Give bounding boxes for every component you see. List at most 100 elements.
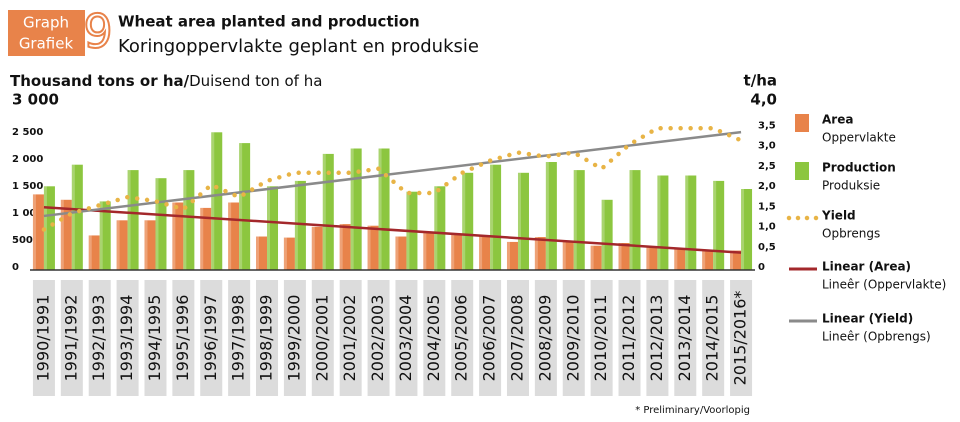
category-box [506,280,529,396]
bar-shade [339,224,343,270]
bar [451,234,463,270]
bar-shade [451,234,455,270]
bar-shade [657,175,661,270]
bar-shade [629,170,633,270]
bar-shade [32,194,36,270]
bar [60,199,72,270]
bar [674,248,686,270]
category-box [228,280,251,396]
bar [228,202,240,270]
bar-shade [545,162,549,270]
bar [618,243,630,270]
bar-shade [741,189,745,270]
bar [462,172,474,270]
bar [350,148,362,270]
bar [601,199,613,270]
category-box [32,280,55,396]
legend-label: Area [822,113,853,127]
bar [311,226,323,270]
y2-tick-label: 4,0 [750,91,777,109]
bar [741,189,753,270]
bar [517,172,529,270]
bar-shade [490,164,494,270]
y2-tick-label: 2,0 [758,181,776,192]
category-box [60,280,83,396]
legend-label: Lineêr (Oppervlakte) [822,278,946,292]
x-tick-label: 1997/1998 [229,295,248,382]
bar [155,178,167,270]
bar-shade [479,235,483,270]
bar-shade [713,180,717,270]
y-tick-label: 1 500 [12,181,43,192]
bar [545,162,557,270]
bar-shade [423,232,427,270]
x-tick-label: 2006/2007 [480,295,499,382]
x-tick-label: 2005/2006 [452,295,471,382]
x-tick-label: 1995/1996 [173,295,192,382]
x-tick-label: 1993/1994 [117,295,136,382]
bar [479,235,491,270]
bar [490,164,502,270]
bar-shade [534,237,538,270]
bar-shade [311,226,315,270]
bar [702,250,714,270]
bar-shade [267,186,271,270]
category-box [256,280,279,396]
bar [43,186,55,270]
bar [239,143,251,270]
bar-shade [116,220,120,270]
category-box [172,280,195,396]
category-box [646,280,669,396]
bar [657,175,669,270]
x-tick-label: 2014/2015 [703,295,722,382]
x-tick-label: 2008/2009 [535,295,554,382]
category-box [395,280,418,396]
x-tick-label: 1996/1997 [201,295,220,382]
bar [172,202,184,270]
bar [71,164,83,270]
bar-shade [601,199,605,270]
x-tick-label: 1998/1999 [257,295,276,382]
chart-title: Wheat area planted and production [118,13,420,31]
bar-shade [685,175,689,270]
bar [573,170,585,270]
bar-shade [702,250,706,270]
chart-subtitle: Koringoppervlakte geplant en produksie [118,36,479,57]
x-tick-label: 2010/2011 [591,295,610,382]
legend-label: Linear (Area) [822,260,911,274]
bar [283,237,295,270]
y2-tick-label: 3,5 [758,120,776,131]
category-box [88,280,111,396]
category-box [730,280,753,396]
bar [88,235,100,270]
badge-number: 9 [83,5,112,59]
bar-shade [506,241,510,270]
trendline [43,206,742,254]
bar-shade [283,237,287,270]
bar-shade [730,250,734,270]
bar [339,224,351,270]
bar-shade [322,153,326,270]
bar [267,186,279,270]
bar-shade [434,186,438,270]
bar-shade [367,225,371,270]
bar [99,201,111,270]
yield-line [41,126,744,232]
bar [629,170,641,270]
y-tick-label: 3 000 [12,91,59,109]
legend-label: Yield [821,209,856,223]
y2-tick-label: 2,5 [758,161,776,172]
bar [367,225,379,270]
bar [713,180,725,270]
bar-shade [71,164,75,270]
bar [378,148,390,270]
bar-shade [172,202,176,270]
bar-shade [155,178,159,270]
y2-tick-label: 1,5 [758,201,776,212]
legend-label: Production [822,161,896,175]
y2-tick-label: 0 [758,262,765,273]
y-tick-label: 500 [12,235,33,246]
bar-shade [239,143,243,270]
x-tick-label: 2004/2005 [424,295,443,382]
